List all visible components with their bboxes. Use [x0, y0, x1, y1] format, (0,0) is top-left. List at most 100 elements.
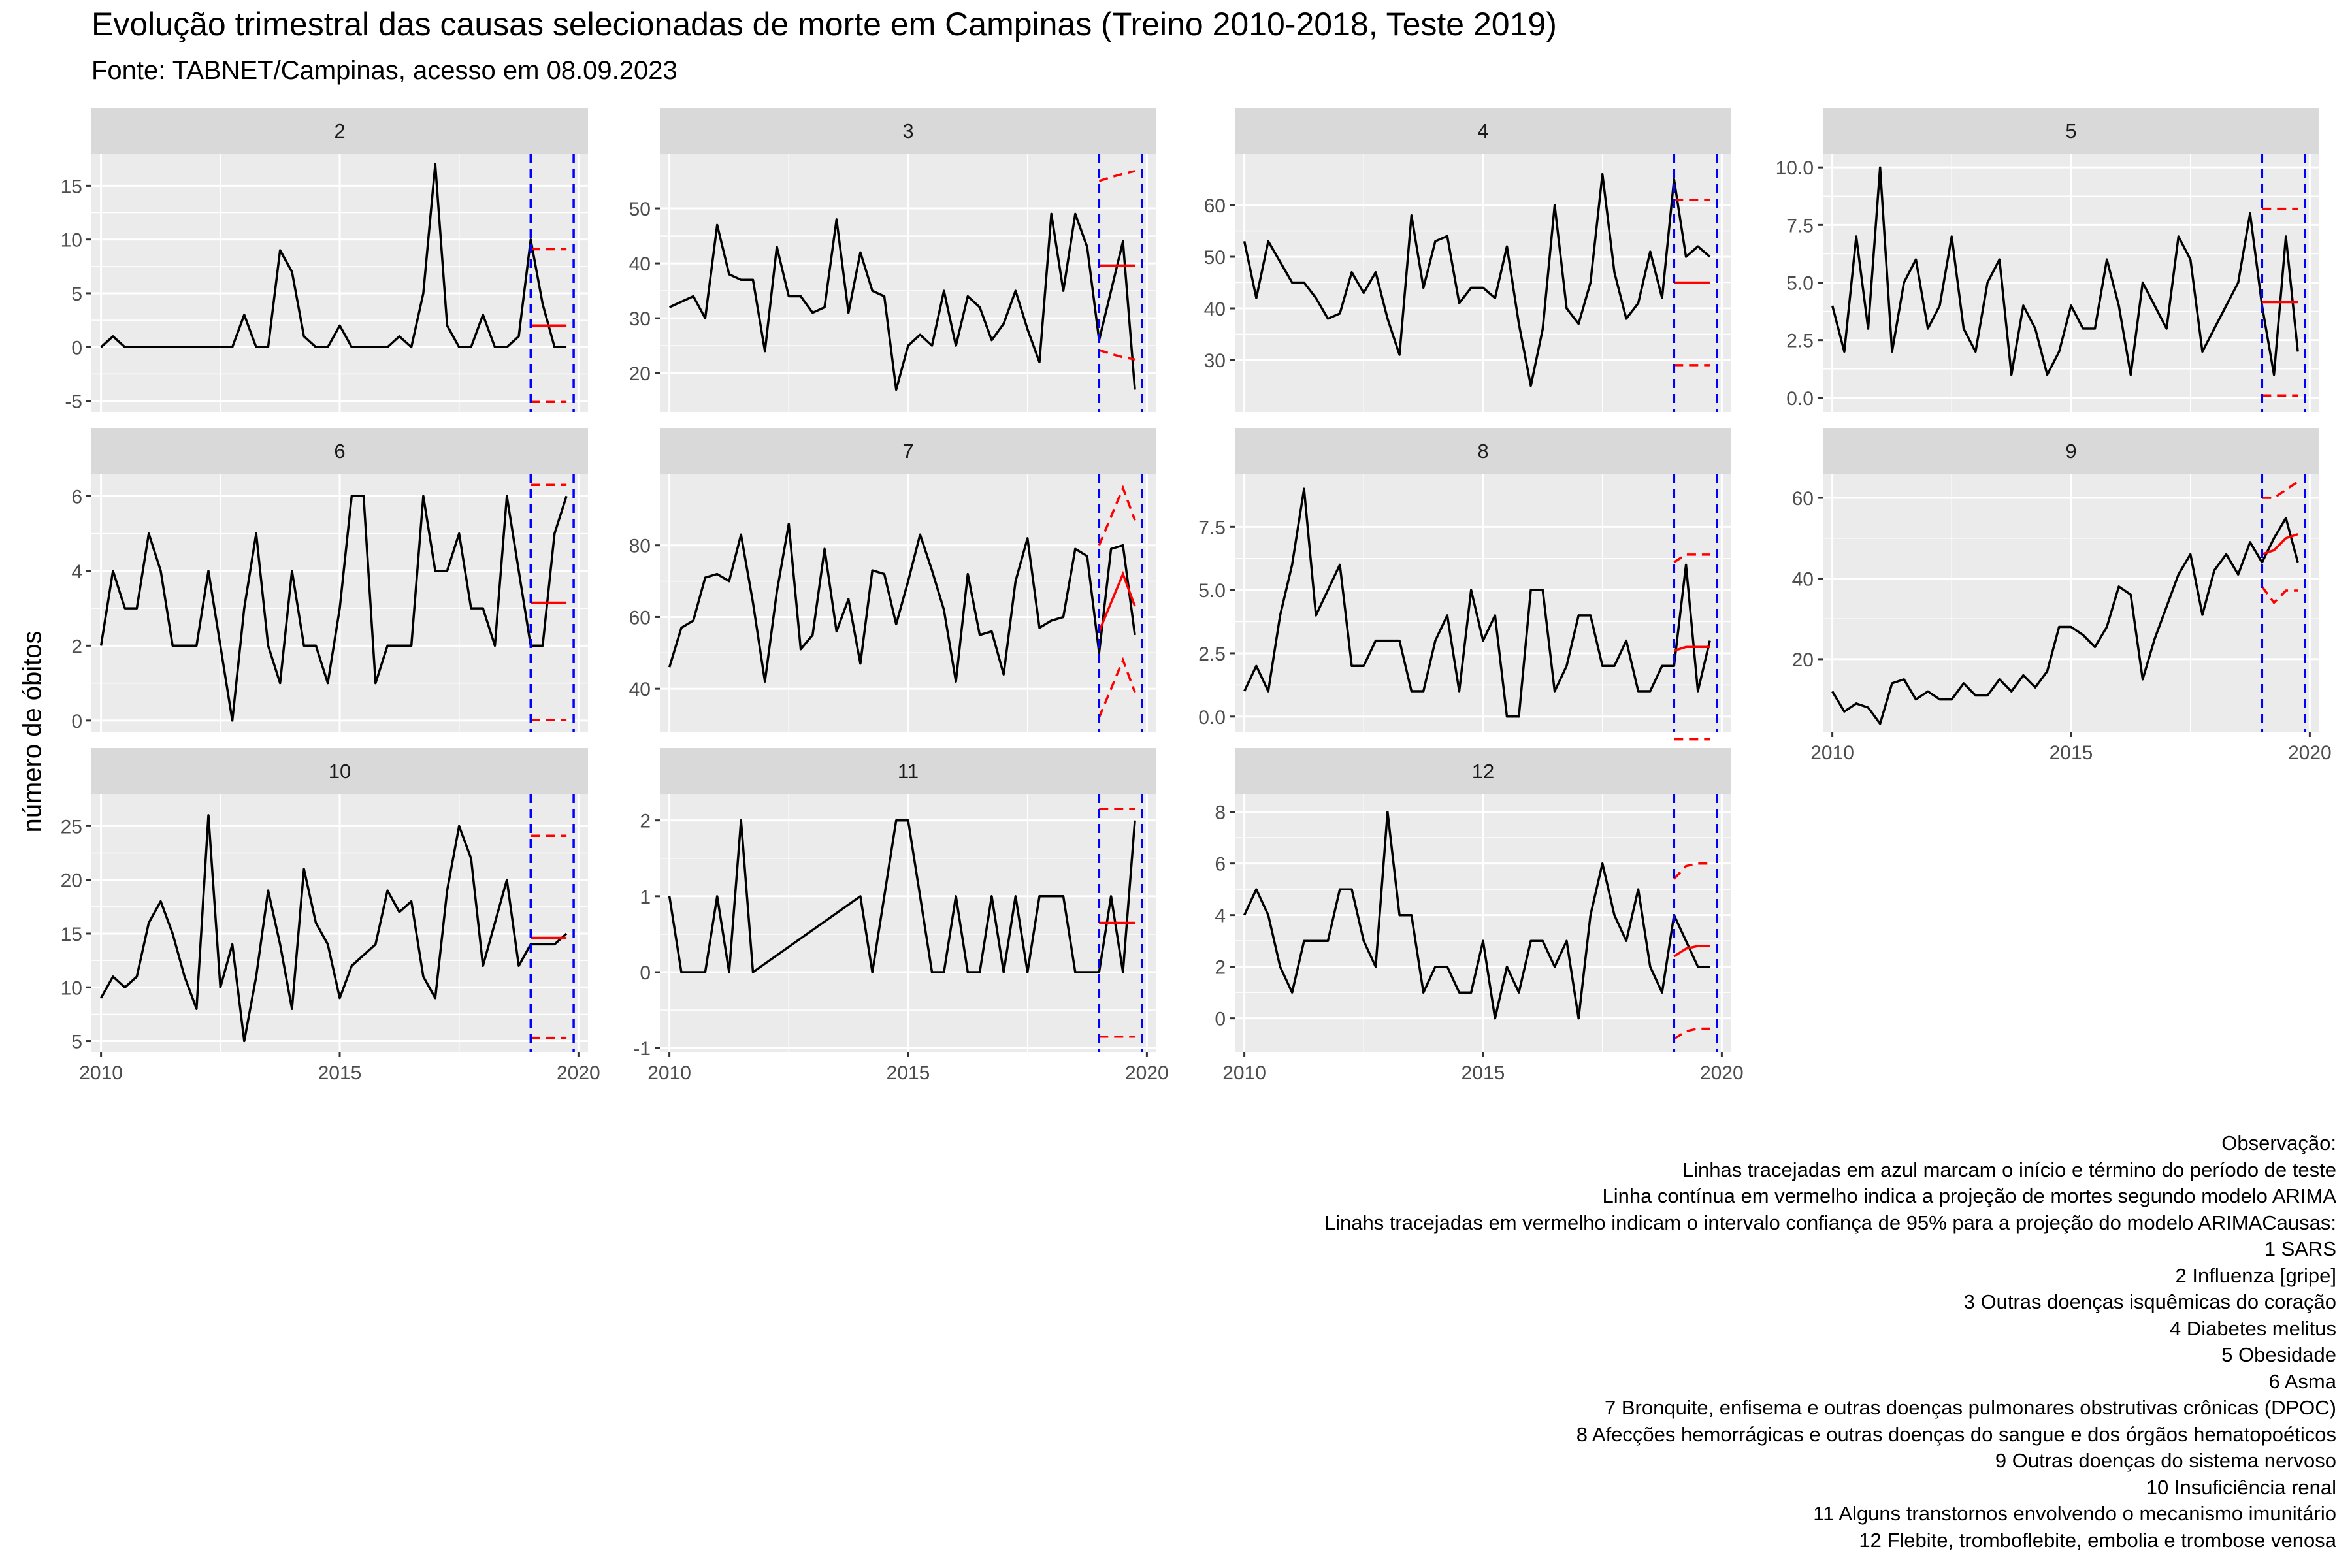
x-tick-label: 2015: [2050, 742, 2093, 764]
series-line-observed: [668, 523, 1136, 683]
note-line: 7 Bronquite, enfisema e outras doenças p…: [1605, 1396, 2336, 1419]
facet-panel-3: 3 20 30 40 50: [629, 108, 1156, 412]
facet-strip: [91, 748, 588, 794]
facet-panel-8: 8 0.0 2.5 5.0 7.5: [1198, 428, 1731, 741]
facet-panel-2: 2 -5 0 5 10 15: [61, 108, 588, 413]
series-line-observed: [100, 163, 567, 349]
facet-strip: [660, 428, 1156, 474]
y-tick-label: 2.5: [1198, 644, 1226, 665]
y-tick-label: 7.5: [1198, 517, 1226, 538]
series-line-observed: [1243, 172, 1711, 387]
y-tick-label: 20: [629, 363, 651, 385]
y-tick-label: 40: [1204, 299, 1226, 320]
series-line-observed: [668, 819, 1136, 973]
note-line: 10 Insuficiência renal: [2146, 1475, 2336, 1499]
series-line-observed: [99, 495, 568, 722]
facet-strip: [91, 428, 588, 474]
y-tick-label: 2: [1215, 957, 1226, 979]
note-line: 2 Influenza [gripe]: [2175, 1264, 2336, 1287]
y-tick-label: 0: [1215, 1009, 1226, 1030]
note-line: 12 Flebite, tromboflebite, embolia e tro…: [1859, 1528, 2336, 1552]
series-line-observed: [668, 212, 1136, 391]
interval-upper-line: [1098, 485, 1136, 546]
facet-panels: 2-505101532030405043040506050.02.55.07.5…: [61, 108, 2332, 1084]
y-tick-label: 40: [1792, 568, 1814, 590]
facet-strip-label: 8: [1477, 440, 1488, 463]
note-line: Linha contínua em vermelho indica a proj…: [1602, 1184, 2336, 1207]
note-line: 8 Afecções hemorrágicas e outras doenças…: [1576, 1422, 2336, 1446]
facet-strip-label: 6: [334, 440, 345, 463]
facet-panel-12: 12 0 2 4 6 8 2010 2015 2020: [1215, 748, 1744, 1084]
y-tick-label: 10: [61, 230, 82, 252]
y-tick-label: 5.0: [1786, 273, 1814, 295]
notes-heading: Observação:: [2221, 1132, 2336, 1154]
chart-title: Evolução trimestral das causas seleciona…: [91, 6, 1557, 42]
series-line-observed: [1831, 166, 2299, 376]
facet-strip: [91, 108, 588, 154]
y-tick-label: 60: [629, 607, 651, 629]
y-tick-label: 5: [71, 1032, 82, 1053]
y-tick-label: 25: [61, 816, 82, 838]
chart-subtitle: Fonte: TABNET/Campinas, acesso em 08.09.…: [91, 56, 678, 85]
x-tick-label: 2010: [79, 1062, 123, 1084]
interval-upper-line: [1673, 553, 1710, 563]
facet-panel-10: 10 5 10 15 20 25 2010 2015 2020: [61, 748, 600, 1084]
note-line: Linhas tracejadas em azul marcam o iníci…: [1682, 1158, 2336, 1181]
note-line: 9 Outras doenças do sistema nervoso: [1995, 1449, 2336, 1472]
y-tick-label: 60: [1792, 488, 1814, 510]
facet-strip-label: 10: [329, 760, 351, 783]
note-line: 3 Outras doenças isquêmicas do coração: [1963, 1290, 2336, 1313]
series-line-observed: [1243, 810, 1710, 1020]
x-tick-label: 2010: [647, 1062, 691, 1084]
note-line: 5 Obesidade: [2221, 1343, 2336, 1366]
notes-block: Observação: Linhas tracejadas em azul mar…: [1324, 1130, 2336, 1554]
facet-strip: [660, 108, 1156, 154]
x-tick-label: 2020: [557, 1062, 600, 1084]
interval-lower-line: [1673, 1027, 1710, 1040]
facet-strip-label: 5: [2065, 120, 2076, 142]
note-line: Linahs tracejadas em vermelho indicam o …: [1324, 1211, 2336, 1234]
forecast-line: [1098, 570, 1136, 632]
facet-panel-7: 7 40 60 80: [629, 428, 1156, 732]
series-line-observed: [100, 814, 568, 1043]
interval-lower-line: [1098, 657, 1136, 718]
y-tick-label: 0.0: [1786, 388, 1814, 410]
y-tick-label: 10: [61, 977, 82, 999]
series-line-observed: [1831, 517, 2299, 725]
y-tick-label: 4: [1215, 906, 1226, 927]
y-tick-label: 1: [640, 887, 651, 908]
y-tick-label: 0: [71, 337, 82, 359]
y-tick-label: 2.5: [1786, 331, 1814, 352]
y-tick-label: -1: [633, 1038, 651, 1060]
y-tick-label: 2: [640, 811, 651, 832]
y-tick-label: 40: [629, 253, 651, 275]
facet-strip-label: 11: [898, 760, 919, 783]
facet-panel-4: 4 30 40 50 60: [1204, 108, 1731, 412]
y-tick-label: 15: [61, 924, 82, 945]
y-tick-label: 8: [1215, 802, 1226, 824]
interval-upper-line: [1673, 862, 1710, 880]
facet-strip: [1235, 108, 1731, 154]
facet-strip-label: 9: [2065, 440, 2076, 463]
y-tick-label: 0: [71, 711, 82, 732]
x-tick-label: 2010: [1222, 1062, 1266, 1084]
x-tick-label: 2010: [1810, 742, 1854, 764]
x-tick-label: 2015: [887, 1062, 930, 1084]
facet-strip-label: 4: [1477, 120, 1488, 142]
y-tick-label: 20: [1792, 649, 1814, 671]
y-tick-label: 20: [61, 870, 82, 892]
note-line: 4 Diabetes melitus: [2169, 1316, 2336, 1340]
facet-strip-label: 2: [334, 120, 345, 142]
forecast-line: [1673, 645, 1710, 652]
interval-lower-line: [1098, 349, 1135, 361]
facet-strip: [1823, 108, 2319, 154]
facet-strip-label: 7: [902, 440, 913, 463]
y-tick-label: 30: [1204, 350, 1226, 372]
y-tick-label: 6: [1215, 854, 1226, 875]
y-tick-label: 0: [640, 962, 651, 984]
y-tick-label: 60: [1204, 195, 1226, 217]
facet-strip: [660, 748, 1156, 794]
facet-panel-5: 5 0.0 2.5 5.0 7.5 10.0: [1776, 108, 2319, 412]
y-tick-label: -5: [65, 391, 82, 413]
y-tick-label: 15: [61, 176, 82, 197]
